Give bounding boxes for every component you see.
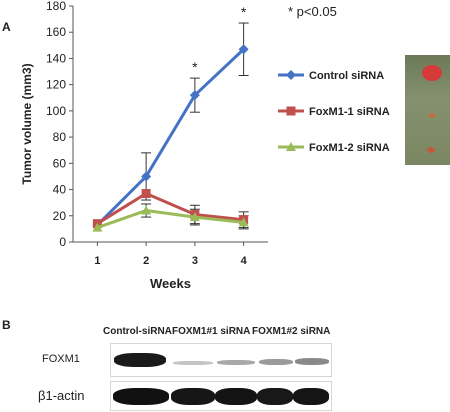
y-axis-label: Tumor volume (mm3)	[20, 63, 34, 184]
x-tick-label: 4	[241, 255, 248, 267]
legend-label: FoxM1-2 siRNA	[309, 142, 390, 154]
data-point	[238, 217, 249, 227]
legend-label: FoxM1-1 siRNA	[309, 106, 390, 118]
band-foxm1-foxm1-1a	[173, 361, 213, 365]
legend-entry-2: FoxM1-2 siRNA	[278, 142, 390, 154]
data-point	[141, 171, 152, 182]
series-line	[96, 209, 244, 229]
series-line	[96, 191, 244, 225]
blot-actin-strip	[110, 381, 332, 411]
blot-row-foxm1: FOXM1	[42, 353, 80, 365]
legend-label: Control siRNA	[309, 70, 384, 82]
data-point	[238, 44, 249, 55]
y-tick-label: 180	[46, 0, 66, 13]
data-point	[141, 188, 151, 198]
x-axis-label: Weeks	[150, 276, 191, 291]
x-tick-label: 2	[143, 255, 149, 267]
data-point	[141, 205, 152, 215]
blot-foxm1-strip	[110, 343, 332, 377]
y-tick-label: 0	[59, 235, 66, 249]
tumor-foxm1-2	[427, 147, 435, 153]
y-tick-label: 140	[46, 51, 66, 65]
legend-swatch-marker	[286, 106, 296, 116]
legend-entry-1: FoxM1-1 siRNA	[278, 106, 390, 118]
legend-entry-0: Control siRNA	[278, 70, 384, 82]
band-foxm1-foxm1-2b	[295, 358, 329, 365]
band-foxm1-control	[114, 353, 166, 367]
y-tick-label: 40	[53, 183, 67, 197]
tumor-control	[422, 65, 442, 81]
series-0	[92, 44, 249, 230]
panel-a-label: A	[2, 20, 11, 34]
y-tick-label: 60	[53, 156, 67, 170]
legend-swatch-marker	[286, 142, 296, 151]
band-foxm1-foxm1-1b	[217, 360, 255, 365]
y-tick-label: 100	[46, 104, 66, 118]
series-line	[96, 48, 245, 227]
x-tick-label: 3	[192, 255, 198, 267]
significance-star: *	[241, 4, 247, 20]
y-tick-label: 80	[53, 130, 67, 144]
band-actin-control	[113, 388, 169, 405]
band-actin-foxm1-2b	[293, 388, 329, 405]
blot-row-actin: β1-actin	[38, 388, 85, 403]
chart-series: **	[92, 4, 249, 232]
data-point	[92, 222, 103, 232]
y-tick-label: 160	[46, 25, 66, 39]
tumor-foxm1-1	[429, 113, 435, 118]
panel-b-label: B	[2, 318, 11, 332]
chart-legend: Control siRNA FoxM1-1 siRNA FoxM1-2 siRNA	[278, 70, 390, 154]
data-point	[189, 90, 200, 101]
x-tick-label: 1	[94, 255, 100, 267]
band-actin-foxm1-1a	[171, 388, 215, 405]
blot-column-foxm1-1: FOXM1#1 siRNA	[172, 326, 251, 337]
y-tick-label: 20	[53, 209, 67, 223]
data-point	[189, 212, 200, 222]
legend-swatch-marker	[286, 70, 296, 80]
band-foxm1-foxm1-2a	[259, 359, 293, 365]
blot-column-control: Control-siRNA	[103, 326, 172, 337]
tumor-photo	[405, 55, 450, 165]
chart-axes: 0 20 40 60 80 100 120 140 160 180 1 2 3 4 Weeks Tumor v…	[20, 0, 268, 291]
band-actin-foxm1-2a	[257, 388, 293, 405]
blot-column-foxm1-2: FOXM1#2 siRNA	[252, 326, 331, 337]
y-tick-label: 120	[46, 78, 66, 92]
significance-note: * p<0.05	[288, 4, 337, 19]
band-actin-foxm1-1b	[215, 388, 257, 405]
series-2	[92, 205, 249, 232]
significance-star: *	[192, 59, 198, 75]
